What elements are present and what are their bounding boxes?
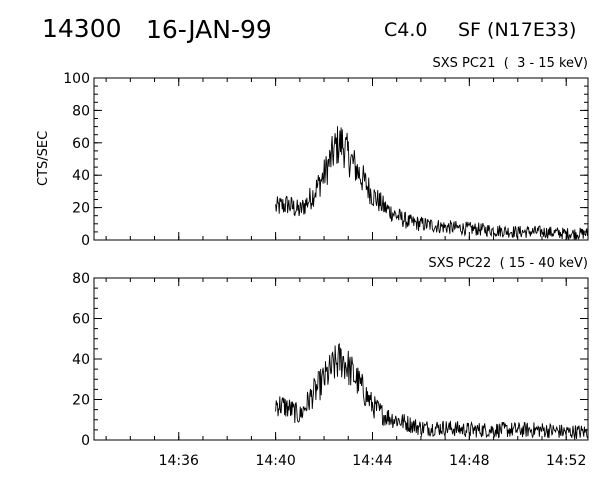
goes-class: C4.0	[384, 19, 428, 41]
y-tick-label: 80	[72, 103, 90, 119]
event-id: 14300	[42, 14, 122, 43]
y-tick-label: 20	[72, 393, 90, 409]
y-tick-label: 100	[63, 71, 90, 87]
y-tick-label: 0	[81, 433, 90, 449]
x-tick-label: 14:44	[352, 453, 392, 469]
x-tick-label: 14:40	[255, 453, 295, 469]
panel-1-title: SXS PC21 ( 3 - 15 keV)	[432, 56, 588, 71]
x-tick-label: 14:36	[159, 453, 199, 469]
y-tick-label: 60	[72, 136, 90, 152]
series-line-2	[275, 342, 589, 440]
series-line-1	[275, 126, 589, 240]
x-tick-label: 14:48	[449, 453, 489, 469]
y-tick-label: 40	[72, 352, 90, 368]
y-tick-label: 0	[81, 233, 90, 249]
y-tick-label: 20	[72, 201, 90, 217]
plot-frame-1	[93, 77, 589, 241]
y-tick-label: 60	[72, 312, 90, 328]
panel-2-title: SXS PC22 ( 15 - 40 keV)	[428, 256, 588, 271]
event-date: 16-JAN-99	[146, 15, 272, 44]
flare-location: SF (N17E33)	[458, 19, 577, 41]
y-tick-label: 40	[72, 168, 90, 184]
y-tick-label: 80	[72, 271, 90, 287]
x-tick-label: 14:52	[546, 453, 586, 469]
